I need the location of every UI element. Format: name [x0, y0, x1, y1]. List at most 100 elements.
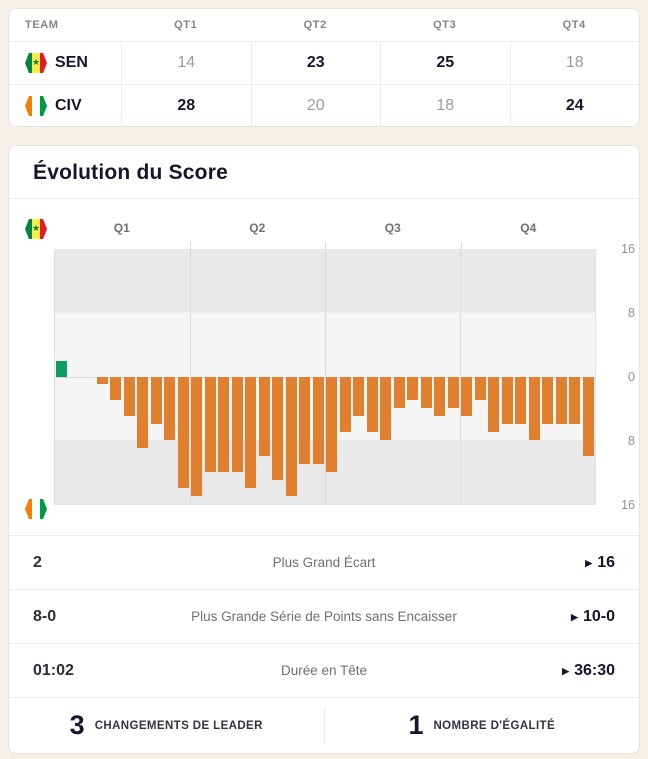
ivory-coast-flag-icon	[25, 96, 47, 116]
header-qt2: QT2	[303, 19, 327, 31]
civ-lead-bar-min-10	[177, 376, 189, 489]
civ-lead-bar-min-40	[582, 376, 594, 457]
civ-lead-bar-min-9	[164, 376, 175, 441]
ivory-coast-flag-icon	[25, 499, 47, 519]
sen-qt3-score: 25	[380, 42, 510, 84]
header-team: TEAM	[25, 19, 59, 31]
quarter-label-q1: Q1	[113, 221, 130, 235]
chart-quarter-axis: Q1 Q2 Q3 Q4	[54, 209, 596, 249]
team-code-civ: CIV	[55, 97, 82, 114]
civ-biggest-lead: 16	[597, 553, 615, 571]
y-tick-8-bottom: 8	[628, 434, 635, 448]
civ-lead-bar-min-34	[501, 376, 513, 425]
civ-lead-bar-min-5	[110, 376, 121, 401]
y-tick-8-top: 8	[628, 306, 635, 320]
biggest-lead-label: Plus Grand Écart	[272, 555, 376, 570]
time-leading-label: Durée en Tête	[280, 663, 368, 678]
score-evolution-header: Évolution du Score	[9, 146, 639, 199]
civ-qt1-score: 28	[121, 85, 251, 126]
civ-lead-bar-min-15	[245, 376, 256, 489]
score-evolution-chart: Q1 Q2 Q3 Q4 ★ 16 8	[9, 199, 639, 535]
table-row-sen: ★ SEN 14 23 25 18	[9, 42, 639, 84]
senegal-flag-icon: ★	[25, 219, 47, 239]
sen-qt2-score: 23	[250, 42, 381, 84]
civ-lead-bar-min-24	[366, 376, 378, 433]
civ-qt2-score: 20	[250, 85, 381, 126]
civ-lead-bar-min-25	[380, 376, 391, 441]
leader-marker-icon: ▶	[562, 665, 570, 676]
score-evolution-card: Évolution du Score Q1 Q2 Q3 Q4 ★	[8, 145, 640, 754]
lead-changes-count: 3	[69, 710, 85, 740]
score-evolution-plot	[54, 249, 596, 505]
scoring-run-label: Plus Grande Série de Points sans Encaiss…	[191, 609, 457, 624]
sen-qt1-score: 14	[121, 42, 251, 84]
senegal-star-icon: ★	[31, 223, 41, 234]
civ-lead-bar-min-7	[137, 376, 148, 449]
zero-line	[55, 376, 595, 378]
chart-y-axis: 16 8 0 8 16	[601, 242, 635, 512]
civ-lead-bar-min-20	[312, 376, 324, 465]
stat-row-scoring-run: 8-0 Plus Grande Série de Points sans Enc…	[9, 589, 639, 643]
civ-lead-bar-min-28	[420, 376, 432, 409]
civ-lead-bar-min-37	[542, 376, 553, 425]
civ-lead-bar-min-27	[407, 376, 418, 401]
leader-marker-icon: ▶	[585, 557, 593, 568]
header-qt1: QT1	[174, 19, 198, 31]
score-table-header: TEAM QT1 QT2 QT3 QT4	[9, 9, 639, 42]
senegal-flag-icon	[25, 175, 47, 195]
lead-changes-cell: 3 CHANGEMENTS DE LEADER	[9, 698, 324, 753]
page-title: Évolution du Score	[33, 161, 228, 184]
sen-biggest-lead: 2	[33, 553, 42, 571]
civ-lead-bar-min-8	[150, 376, 162, 425]
quarter-score-table: TEAM QT1 QT2 QT3 QT4 ★ SEN 14 23 25 18	[8, 8, 640, 127]
civ-lead-bar-min-36	[528, 376, 540, 441]
civ-lead-bar-min-31	[461, 376, 472, 417]
table-row-civ: CIV 28 20 18 24	[9, 84, 639, 126]
civ-lead-bar-min-23	[353, 376, 364, 417]
civ-lead-bar-min-4	[96, 376, 108, 385]
civ-lead-bar-min-30	[447, 376, 459, 409]
civ-lead-bar-min-6	[123, 376, 135, 417]
sen-qt4-score: 18	[509, 42, 640, 84]
civ-best-run: 10-0	[582, 607, 615, 625]
civ-lead-bar-min-29	[434, 376, 445, 417]
summary-footer: 3 CHANGEMENTS DE LEADER 1 NOMBRE D'ÉGALI…	[9, 697, 639, 753]
civ-lead-bar-min-39	[569, 376, 580, 425]
civ-qt4-score: 24	[509, 85, 640, 126]
civ-lead-bar-min-19	[299, 376, 310, 465]
civ-lead-bar-min-35	[515, 376, 526, 425]
stat-row-time-leading: 01:02 Durée en Tête ▶ 36:30	[9, 643, 639, 697]
quarter-label-q3: Q3	[384, 221, 401, 235]
stat-row-biggest-lead: 2 Plus Grand Écart ▶ 16	[9, 535, 639, 589]
civ-lead-bar-min-12	[204, 376, 216, 473]
quarter-label-q2: Q2	[249, 221, 266, 235]
civ-lead-bar-min-32	[474, 376, 486, 401]
leader-marker-icon: ▶	[571, 611, 578, 622]
header-qt4: QT4	[562, 19, 586, 31]
civ-lead-bar-min-16	[258, 376, 270, 457]
ties-count: 1	[408, 710, 424, 740]
senegal-flag-icon: ★	[25, 53, 47, 73]
civ-lead-bar-min-11	[191, 376, 202, 497]
team-code-sen: SEN	[55, 54, 88, 71]
y-tick-0: 0	[628, 370, 635, 384]
sen-time-leading: 01:02	[33, 661, 74, 679]
civ-lead-bar-min-26	[393, 376, 405, 409]
civ-lead-bar-min-38	[555, 376, 567, 425]
civ-lead-bar-min-22	[339, 376, 351, 433]
footer-divider	[323, 708, 325, 743]
header-qt3: QT3	[433, 19, 457, 31]
lead-changes-label: CHANGEMENTS DE LEADER	[94, 719, 263, 732]
civ-lead-bar-min-13	[218, 376, 229, 473]
y-tick-16-top: 16	[621, 242, 635, 256]
sen-best-run: 8-0	[33, 607, 57, 625]
civ-lead-bar-min-33	[488, 376, 499, 433]
civ-lead-bar-min-21	[326, 376, 337, 473]
civ-lead-bar-min-18	[285, 376, 297, 497]
y-tick-16-bottom: 16	[621, 498, 635, 512]
quarter-label-q4: Q4	[520, 221, 537, 235]
civ-time-leading: 36:30	[574, 661, 615, 679]
civ-qt3-score: 18	[380, 85, 510, 126]
ties-cell: 1 NOMBRE D'ÉGALITÉ	[325, 698, 640, 753]
sen-lead-bar-min-1	[56, 360, 67, 377]
